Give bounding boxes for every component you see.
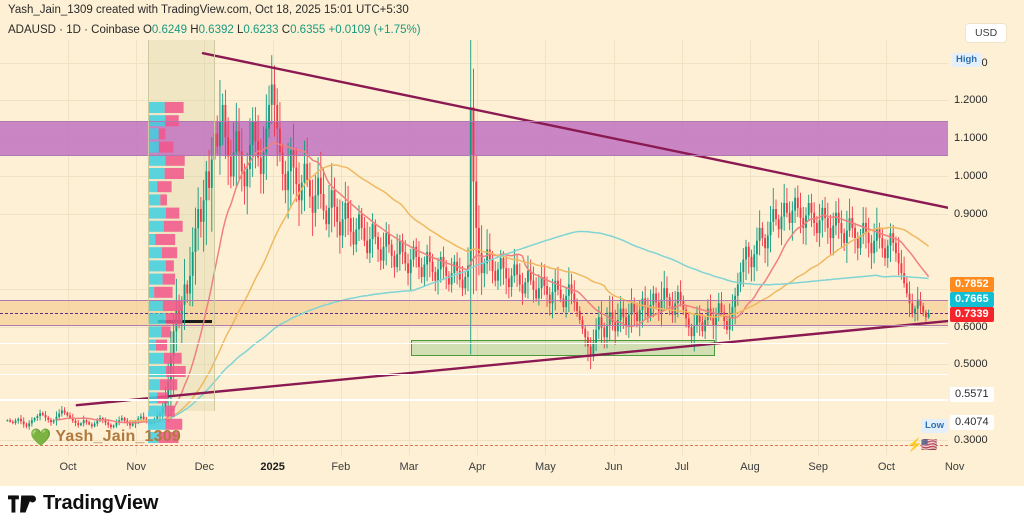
range-edge	[214, 40, 215, 411]
gridline-vertical	[204, 40, 206, 455]
emphasis-line	[0, 342, 948, 345]
attribution-text: Yash_Jain_1309 created with TradingView.…	[0, 0, 1024, 21]
ma-fast-line	[56, 141, 930, 424]
time-tick-label: Dec	[194, 461, 215, 473]
legend-sep-2: ·	[84, 24, 88, 36]
time-tick-label: Oct	[877, 461, 895, 473]
emphasis-line	[0, 373, 948, 376]
chart-plot-area[interactable]: 💚 Yash_Jain_1309 ⚡🇺🇸	[0, 40, 948, 455]
gridline-vertical	[613, 40, 615, 455]
price-tag-pill[interactable]: 0.7339	[950, 307, 994, 322]
legend-open-value: 0.6249	[151, 24, 188, 36]
time-tick-label: Feb	[331, 461, 351, 473]
tradingview-logo-icon	[8, 494, 36, 513]
gridline-horizontal	[0, 439, 948, 441]
time-tick-label: Nov	[944, 461, 965, 473]
time-tick-label: 2025	[260, 461, 285, 473]
time-tick-label: Mar	[399, 461, 419, 473]
legend-low-value: 0.6233	[243, 24, 279, 36]
emphasis-line	[0, 399, 948, 401]
gridline-horizontal	[0, 326, 948, 328]
legend-low-key: L	[236, 24, 244, 36]
descending-resistance[interactable]	[201, 51, 948, 212]
symbol-legend[interactable]: ADAUSD · 1D · Coinbase O0.6249 H0.6392 L…	[0, 22, 421, 39]
band-edge	[0, 155, 948, 157]
heart-icon: 💚	[30, 427, 52, 447]
chart-vector-layer	[6, 40, 948, 443]
price-tick-label: 0.5000	[954, 358, 988, 371]
time-axis[interactable]: Oct Nov Dec 2025 Feb Mar Apr May Jun Jul Aug Sep Oct…	[0, 455, 1024, 485]
price-tag-pill[interactable]: 0.7852	[950, 277, 994, 292]
gridline-horizontal	[0, 100, 948, 102]
price-tick-label: 0.3000	[954, 433, 988, 446]
time-tick-label: Aug	[740, 461, 760, 473]
time-tick-label: Nov	[126, 461, 146, 473]
legend-symbol[interactable]: ADAUSD	[8, 24, 56, 36]
legend-high-key: H	[190, 24, 199, 36]
watermark-label: Yash_Jain_1309	[55, 428, 181, 445]
time-tick-label: Apr	[468, 461, 486, 473]
legend-close-value: 0.6355	[290, 24, 326, 36]
reaction-badge[interactable]: ⚡🇺🇸	[906, 437, 937, 452]
legend-exchange[interactable]: Coinbase	[91, 24, 140, 36]
gridline-vertical	[272, 40, 274, 455]
swing-low-label: Low	[921, 419, 948, 433]
price-tick-label: 1.2000	[954, 94, 988, 107]
range-edge	[148, 40, 149, 411]
user-watermark: 💚 Yash_Jain_1309	[30, 428, 181, 446]
price-tick-label: 1.0000	[954, 169, 988, 182]
legend-close-key: C	[281, 24, 291, 36]
gridline-vertical	[545, 40, 547, 455]
gridline-horizontal	[0, 289, 948, 290]
time-tick-label: Sep	[808, 461, 828, 473]
price-tag-pill[interactable]: 0.4074	[950, 415, 994, 430]
legend-interval[interactable]: 1D	[66, 24, 81, 36]
legend-change-percent: (+1.75%)	[373, 24, 421, 36]
ascending-support[interactable]	[75, 319, 948, 407]
time-tick-label: May	[535, 461, 556, 473]
gridline-horizontal	[0, 62, 948, 64]
swing-low-dashed-line	[0, 444, 948, 446]
time-tick-label: Oct	[59, 461, 77, 473]
legend-sep-1: ·	[59, 24, 63, 36]
price-tick-label: 0.6000	[954, 320, 988, 333]
legend-change: +0.0109	[328, 24, 371, 36]
price-tag-pill[interactable]: 0.7665	[950, 292, 994, 307]
volume-profile	[148, 102, 186, 443]
band-edge	[0, 324, 948, 326]
time-tick-label: Jul	[674, 461, 689, 473]
price-tick-label: 0.9000	[954, 207, 988, 220]
footer-brand: TradingView	[43, 492, 159, 514]
point-of-control-line	[0, 312, 948, 314]
legend-open-key: O	[142, 24, 152, 36]
gridline-vertical	[409, 40, 410, 455]
price-tick-label: 1.1000	[954, 132, 988, 145]
candlestick-series	[6, 40, 930, 430]
ma-slow-line	[170, 230, 929, 419]
swing-high-label: High	[952, 53, 982, 67]
gridline-horizontal	[0, 364, 948, 366]
time-tick-label: Jun	[604, 461, 623, 473]
legend-high-value: 0.6392	[198, 24, 234, 36]
gridline-vertical	[68, 40, 69, 455]
gridline-vertical	[477, 40, 479, 455]
price-axis[interactable]: 0.30000.50000.60000.70000.90001.00001.10…	[948, 40, 1024, 455]
gridline-vertical	[136, 40, 138, 455]
currency-badge[interactable]: USD	[966, 24, 1007, 42]
ma-mid-line	[129, 164, 930, 422]
band-edge	[0, 121, 948, 123]
band-edge	[0, 299, 948, 301]
footer-bar: TradingView	[0, 486, 1024, 521]
gridline-vertical	[818, 40, 820, 455]
gridline-vertical	[750, 40, 751, 455]
price-tag-pill[interactable]: 0.5571	[950, 387, 994, 402]
gridline-vertical	[681, 40, 683, 455]
gridline-vertical	[340, 40, 342, 455]
gridline-horizontal	[0, 213, 948, 215]
horizontal-ray-marker[interactable]	[158, 320, 212, 323]
